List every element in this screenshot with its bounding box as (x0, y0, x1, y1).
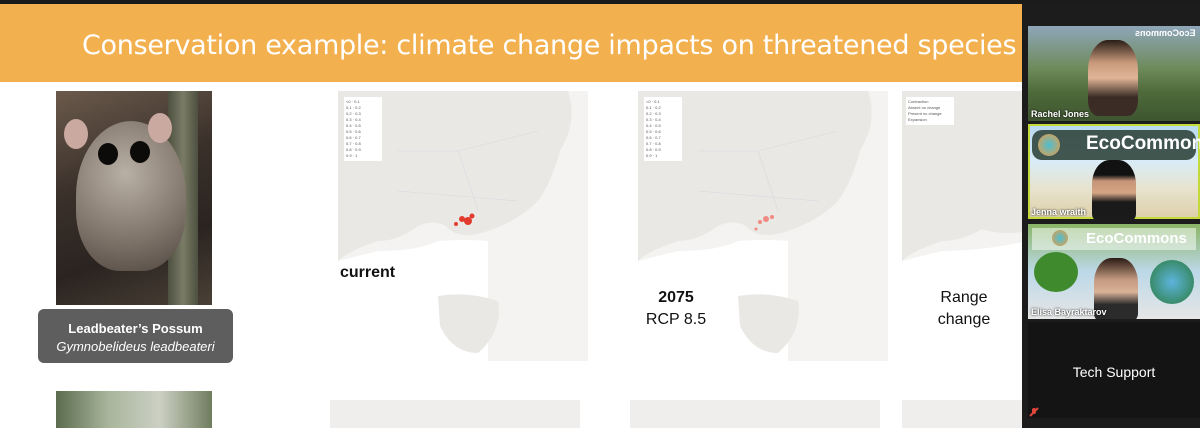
legend-entry: 0.6 · 0.7 (346, 135, 361, 140)
legend-entry: 0.8 · 0.9 (646, 147, 661, 152)
species-scientific-name: Gymnobelideus leadbeateri (56, 339, 215, 354)
possum-ear (148, 113, 172, 143)
map-2075[interactable]: <0 · 0.1 0.1 · 0.2 0.2 · 0.3 0.3 · 0.4 0… (638, 91, 888, 361)
participant-name: Jenna wraith (1031, 207, 1087, 217)
legend-entry: 0.4 · 0.5 (346, 123, 361, 128)
ecocommons-banner-text: EcoCommons (1086, 133, 1200, 154)
legend-entry: 0.7 · 0.8 (346, 141, 361, 146)
map-current-legend: <0 · 0.1 0.1 · 0.2 0.2 · 0.3 0.3 · 0.4 0… (344, 97, 382, 161)
legend-entry: <0 · 0.1 (646, 99, 660, 104)
possum-eye (98, 143, 118, 165)
legend-entry: 0.1 · 0.2 (346, 105, 361, 110)
caption-range-line2: change (937, 311, 991, 328)
globe-graphic (1150, 260, 1194, 304)
video-tile-rachel[interactable]: EcoCommons Rachel Jones (1028, 26, 1200, 121)
possum-body (76, 121, 186, 271)
participant-name: Rachel Jones (1031, 109, 1090, 119)
muted-mic-icon (1029, 407, 1039, 417)
second-species-photo (56, 391, 212, 428)
tree-graphic (1034, 252, 1078, 292)
legend-entry: 0.4 · 0.5 (646, 123, 661, 128)
participant-video (1094, 258, 1138, 319)
legend-entry-absent: Absent no change (908, 105, 941, 110)
video-tile-jenna[interactable]: EcoCommons Jenna wraith (1028, 124, 1200, 219)
legend-entry-contraction: Contraction (908, 99, 929, 104)
legend-entry: 0.8 · 0.9 (346, 147, 361, 152)
legend-entry: 0.7 · 0.8 (646, 141, 661, 146)
slide-title-banner: Conservation example: climate change imp… (0, 4, 1028, 82)
map-current[interactable]: <0 · 0.1 0.1 · 0.2 0.2 · 0.3 0.3 · 0.4 0… (338, 91, 588, 361)
map-row2-range[interactable] (902, 400, 1028, 428)
legend-entry: 0.9 · 1 (646, 153, 658, 158)
legend-entry: 0.5 · 0.6 (346, 129, 361, 134)
legend-entry: 0.1 · 0.2 (646, 105, 661, 110)
legend-entry: 0.9 · 1 (346, 153, 358, 158)
legend-entry: 0.3 · 0.4 (646, 117, 661, 122)
map-row2-future[interactable] (630, 400, 880, 428)
participant-video (1088, 40, 1138, 116)
map-2075-legend: <0 · 0.1 0.1 · 0.2 0.2 · 0.3 0.3 · 0.4 0… (644, 97, 682, 161)
legend-entry: 0.2 · 0.3 (346, 111, 361, 116)
species-name-card: Leadbeater’s Possum Gymnobelideus leadbe… (38, 309, 233, 363)
map-row2-current[interactable] (330, 400, 580, 428)
legend-entry: 0.3 · 0.4 (346, 117, 361, 122)
caption-scenario: RCP 8.5 (645, 311, 707, 328)
caption-range-line1: Range (940, 289, 988, 306)
legend-entry: 0.2 · 0.3 (646, 111, 661, 116)
legend-entry-present: Present no change (908, 111, 942, 116)
ecocommons-banner-text: EcoCommons (1086, 230, 1187, 247)
possum-ear (64, 119, 88, 149)
legend-entry: 0.6 · 0.7 (646, 135, 661, 140)
map-range-legend: Contraction Absent no change Present no … (906, 97, 954, 125)
ecocommons-logo-icon (1052, 230, 1068, 246)
participant-name: Tech Support (1072, 364, 1156, 380)
map-range-change[interactable]: Contraction Absent no change Present no … (902, 91, 1028, 361)
mirrored-logo: EcoCommons (1135, 28, 1196, 38)
participant-name: Elisa Bayraktarov (1031, 307, 1107, 317)
legend-entry-expansion: Expansion (908, 117, 927, 122)
caption-year: 2075 (658, 289, 694, 306)
legend-entry: 0.5 · 0.6 (646, 129, 661, 134)
video-tile-tech-support[interactable]: Tech Support (1028, 322, 1200, 418)
possum-photo (56, 91, 212, 305)
slide-title: Conservation example: climate change imp… (82, 30, 1017, 61)
video-tile-elisa[interactable]: EcoCommons Elisa Bayraktarov (1028, 224, 1200, 319)
caption-current: current (340, 264, 396, 281)
possum-eye (130, 141, 150, 163)
ecocommons-banner (1032, 228, 1196, 250)
legend-entry: <0 · 0.1 (346, 99, 360, 104)
participant-video (1092, 160, 1136, 219)
ecocommons-logo-icon (1038, 134, 1060, 156)
map-range-change-landmass (902, 91, 1028, 361)
window-top-strip (0, 0, 1200, 4)
species-common-name: Leadbeater’s Possum (68, 321, 203, 336)
